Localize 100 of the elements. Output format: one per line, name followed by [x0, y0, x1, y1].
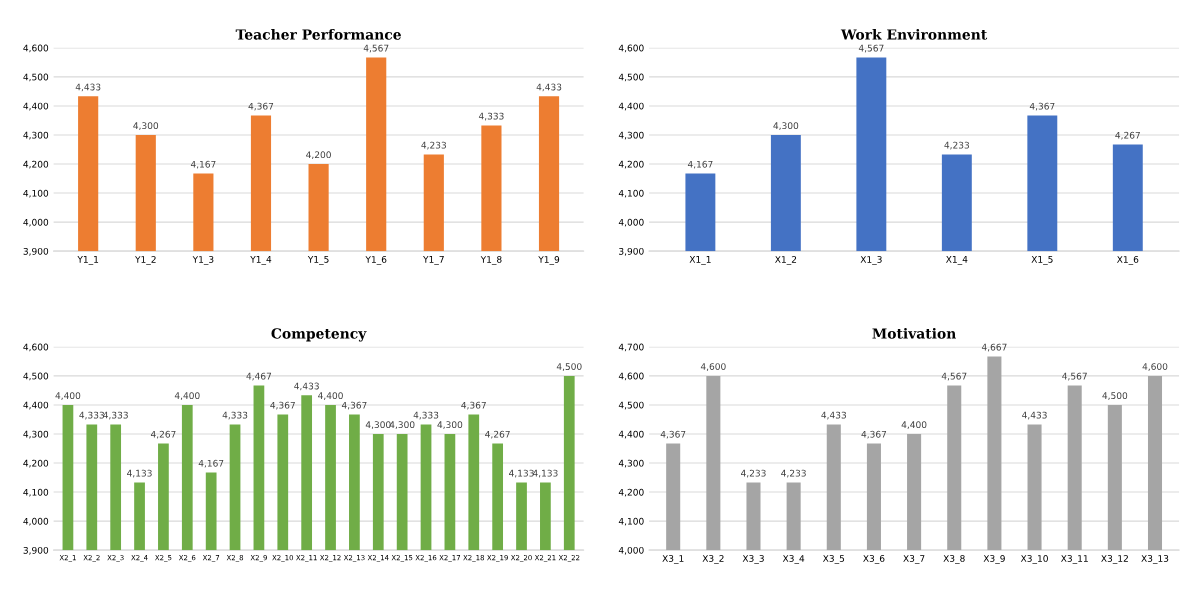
y-tick-label: 3,900 [23, 546, 49, 555]
data-label: 4,233 [944, 141, 970, 150]
x-tick-label: X3_4 [782, 555, 805, 564]
y-tick-label: 4,500 [23, 372, 49, 381]
data-label: 4,200 [306, 151, 331, 160]
chart-title: Work Environment [840, 28, 988, 40]
data-label: 4,367 [660, 430, 686, 439]
data-label: 4,333 [478, 112, 504, 121]
x-tick-label: Y1_9 [538, 256, 560, 265]
y-tick-label: 4,400 [618, 102, 644, 111]
y-tick-label: 4,300 [23, 131, 49, 140]
y-tick-label: 4,200 [618, 160, 644, 169]
chart-title: Motivation [872, 327, 956, 339]
x-tick-label: Y1_8 [480, 256, 502, 265]
data-label: 4,400 [901, 421, 927, 429]
data-label: 4,233 [741, 469, 766, 478]
x-tick-label: X3_13 [1141, 555, 1169, 564]
data-label: 4,333 [79, 411, 104, 420]
chart-title: Teacher Performance [235, 28, 401, 40]
y-tick-label: 4,400 [618, 430, 644, 439]
y-tick-label: 4,100 [618, 189, 644, 198]
y-tick-label: 4,500 [23, 73, 49, 82]
data-label: 4,433 [294, 382, 319, 391]
y-tick-label: 4,100 [23, 488, 49, 497]
data-label: 4,133 [509, 469, 534, 478]
data-label: 4,167 [190, 160, 216, 169]
y-tick-label: 4,100 [23, 189, 49, 198]
x-tick-label: X3_11 [1061, 555, 1088, 564]
data-label: 4,433 [821, 411, 846, 420]
data-label: 4,367 [270, 401, 295, 410]
data-label: 4,433 [75, 83, 101, 92]
data-label: 4,300 [389, 421, 415, 429]
data-label: 4,433 [536, 83, 562, 92]
y-tick-label: 4,700 [618, 343, 644, 352]
y-tick-label: 3,900 [23, 247, 49, 256]
x-tick-label: X3_1 [662, 555, 684, 564]
data-label: 4,400 [55, 392, 81, 400]
x-tick-label: X1_6 [1116, 256, 1139, 265]
x-tick-label: X3_9 [983, 555, 1005, 564]
x-tick-label: Y1_1 [77, 256, 99, 265]
data-label: 4,167 [198, 459, 224, 468]
x-tick-label: X3_12 [1101, 555, 1128, 564]
data-label: 4,133 [532, 469, 558, 478]
data-label: 4,367 [1029, 102, 1055, 111]
y-tick-label: 4,200 [23, 160, 49, 169]
x-tick-label: X1_3 [860, 256, 882, 265]
data-label: 4,567 [363, 44, 389, 53]
x-tick-label: X1_2 [775, 256, 797, 265]
data-label: 4,233 [781, 469, 806, 478]
x-tick-label: X3_6 [863, 555, 885, 564]
x-tick-label: Y1_3 [192, 256, 214, 265]
y-tick-label: 4,600 [618, 372, 644, 381]
y-tick-label: 4,500 [618, 401, 644, 410]
data-label: 4,367 [341, 401, 367, 410]
y-tick-label: 4,000 [618, 546, 644, 555]
data-label: 4,600 [700, 363, 726, 371]
y-tick-label: 4,400 [23, 401, 49, 410]
y-tick-label: 4,600 [618, 44, 644, 53]
x-tick-label: Y1_7 [423, 256, 444, 265]
data-label: 4,133 [127, 469, 152, 478]
x-tick-label: X3_3 [742, 555, 764, 564]
chart-title: Competency [271, 328, 367, 342]
x-tick-label: X3_10 [1020, 555, 1048, 564]
x-tick-label: X3_7 [903, 555, 925, 564]
data-label: 4,567 [941, 372, 967, 381]
data-label: 4,333 [222, 411, 248, 420]
data-label: 4,367 [461, 401, 486, 410]
data-label: 4,300 [437, 421, 463, 429]
data-label: 4,367 [861, 430, 887, 439]
data-label: 4,267 [485, 430, 510, 439]
data-label: 4,333 [413, 411, 439, 420]
x-tick-label: Y1_5 [307, 256, 329, 265]
data-label: 4,667 [981, 343, 1007, 352]
y-tick-label: 4,500 [618, 73, 644, 82]
data-label: 4,567 [1062, 372, 1087, 381]
y-tick-label: 4,600 [23, 343, 49, 352]
data-label: 4,267 [1115, 131, 1140, 140]
y-tick-label: 4,200 [23, 459, 49, 468]
x-tick-label: X1_5 [1031, 256, 1053, 265]
data-label: 4,433 [1022, 411, 1047, 420]
data-label: 4,567 [858, 44, 884, 53]
data-label: 4,300 [365, 421, 391, 429]
x-tick-label: Y1_6 [365, 256, 387, 265]
y-tick-label: 4,300 [618, 459, 644, 468]
y-tick-label: 4,600 [23, 44, 49, 53]
data-label: 4,400 [174, 392, 200, 400]
y-tick-label: 4,000 [23, 218, 49, 227]
x-tick-label: Y1_4 [250, 256, 272, 265]
x-tick-label: X3_5 [822, 555, 845, 564]
y-tick-label: 4,000 [618, 218, 644, 227]
y-tick-label: 3,900 [619, 247, 644, 256]
data-label: 4,500 [1102, 392, 1128, 400]
data-label: 4,400 [318, 392, 343, 400]
data-label: 4,333 [103, 411, 128, 420]
y-tick-label: 4,200 [618, 488, 644, 497]
data-label: 4,267 [150, 430, 176, 439]
data-label: 4,300 [133, 122, 159, 130]
data-label: 4,500 [556, 363, 582, 371]
y-tick-label: 4,000 [23, 517, 49, 526]
y-tick-label: 4,400 [23, 102, 49, 111]
